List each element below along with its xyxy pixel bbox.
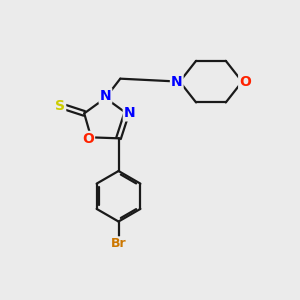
Text: O: O [82, 132, 94, 146]
Text: N: N [100, 89, 111, 103]
Text: S: S [55, 99, 65, 112]
Text: Br: Br [111, 237, 126, 250]
Text: N: N [171, 75, 183, 88]
Text: O: O [239, 75, 251, 88]
Text: N: N [124, 106, 135, 120]
